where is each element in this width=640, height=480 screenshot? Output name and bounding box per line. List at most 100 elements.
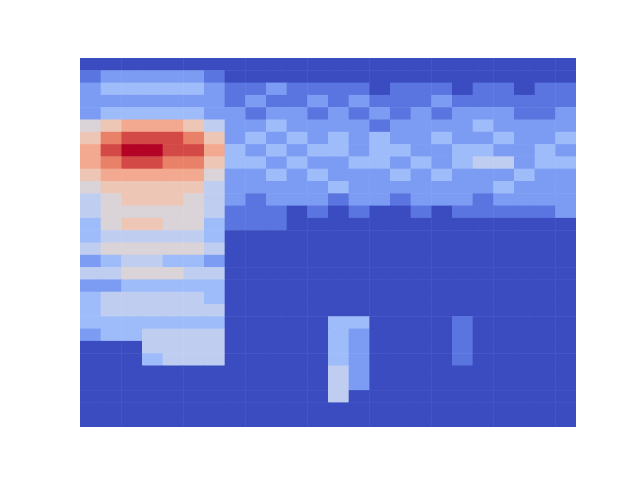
heatmap-cell xyxy=(390,58,411,71)
heatmap-cell xyxy=(307,156,328,169)
heatmap-cell xyxy=(493,255,514,268)
heatmap-cell xyxy=(80,366,101,379)
heatmap-cell xyxy=(514,83,535,96)
heatmap-cell xyxy=(452,156,473,169)
heatmap-cell xyxy=(473,292,494,305)
heatmap-cell xyxy=(287,95,308,108)
heatmap-cell xyxy=(142,169,163,182)
heatmap-cell xyxy=(142,107,163,120)
heatmap-cell xyxy=(266,402,287,415)
heatmap-cell xyxy=(535,255,556,268)
heatmap-cell xyxy=(349,243,370,256)
heatmap-cell xyxy=(514,70,535,83)
heatmap-cell xyxy=(101,304,122,317)
heatmap-cell xyxy=(183,390,204,403)
heatmap-cell xyxy=(225,353,246,366)
heatmap-cell xyxy=(535,70,556,83)
heatmap-cell xyxy=(287,206,308,219)
heatmap-cell xyxy=(431,329,452,342)
heatmap-cell xyxy=(204,390,225,403)
heatmap-cell xyxy=(183,415,204,427)
heatmap-cell xyxy=(183,378,204,391)
heatmap-cell xyxy=(266,95,287,108)
heatmap-cell xyxy=(121,95,142,108)
heatmap-cell xyxy=(473,255,494,268)
heatmap-cell xyxy=(163,366,184,379)
heatmap-cell xyxy=(101,107,122,120)
heatmap-cell xyxy=(411,230,432,243)
heatmap-cell xyxy=(328,206,349,219)
heatmap-cell xyxy=(266,230,287,243)
heatmap-cell xyxy=(411,267,432,280)
heatmap-cell xyxy=(452,378,473,391)
heatmap-cell xyxy=(204,267,225,280)
heatmap-cell xyxy=(204,292,225,305)
heatmap-cell xyxy=(204,120,225,133)
heatmap-cell xyxy=(101,316,122,329)
heatmap-cell xyxy=(80,415,101,427)
heatmap-cell xyxy=(349,366,370,379)
heatmap-cell xyxy=(452,353,473,366)
heatmap-cell xyxy=(80,70,101,83)
heatmap-cell xyxy=(473,415,494,427)
heatmap-cell xyxy=(80,292,101,305)
heatmap-cell xyxy=(163,292,184,305)
heatmap-cell xyxy=(328,156,349,169)
heatmap-cell xyxy=(142,402,163,415)
heatmap-cell xyxy=(266,181,287,194)
heatmap-cell xyxy=(390,181,411,194)
heatmap-cell xyxy=(183,366,204,379)
heatmap-cell xyxy=(493,329,514,342)
heatmap-cell xyxy=(349,107,370,120)
heatmap-cell xyxy=(535,329,556,342)
heatmap-cell xyxy=(493,279,514,292)
heatmap-cell xyxy=(328,316,349,329)
heatmap-cell xyxy=(225,95,246,108)
heatmap-cell xyxy=(142,181,163,194)
heatmap-cell xyxy=(287,144,308,157)
heatmap-cell xyxy=(390,279,411,292)
heatmap-cell xyxy=(514,107,535,120)
heatmap-cell xyxy=(452,243,473,256)
heatmap-cell xyxy=(390,390,411,403)
heatmap-cell xyxy=(411,255,432,268)
heatmap-cell xyxy=(245,415,266,427)
heatmap-cell xyxy=(390,255,411,268)
heatmap-cell xyxy=(390,144,411,157)
heatmap-cell xyxy=(266,169,287,182)
heatmap-cell xyxy=(349,83,370,96)
heatmap-cell xyxy=(101,218,122,231)
heatmap-cell xyxy=(163,181,184,194)
heatmap-cell xyxy=(183,316,204,329)
heatmap-cell xyxy=(349,206,370,219)
heatmap-cell xyxy=(493,206,514,219)
heatmap-cell xyxy=(328,95,349,108)
heatmap-cell xyxy=(142,120,163,133)
heatmap-cell xyxy=(349,279,370,292)
heatmap-cell xyxy=(328,120,349,133)
heatmap-cell xyxy=(473,107,494,120)
heatmap-cell xyxy=(390,95,411,108)
heatmap-cell xyxy=(163,390,184,403)
heatmap-cell xyxy=(245,95,266,108)
heatmap-cell xyxy=(266,70,287,83)
heatmap-cell xyxy=(163,58,184,71)
heatmap-cell xyxy=(101,415,122,427)
heatmap-cell xyxy=(266,58,287,71)
heatmap-cell xyxy=(555,58,576,71)
heatmap-cell xyxy=(535,304,556,317)
heatmap-cell xyxy=(411,169,432,182)
heatmap-cell xyxy=(369,267,390,280)
heatmap-cell xyxy=(452,341,473,354)
heatmap-cell xyxy=(369,58,390,71)
heatmap-cell xyxy=(535,132,556,145)
heatmap-cell xyxy=(369,132,390,145)
heatmap-cell xyxy=(142,390,163,403)
heatmap-cell xyxy=(493,144,514,157)
heatmap-cell xyxy=(369,366,390,379)
heatmap-cell xyxy=(473,316,494,329)
heatmap-cell xyxy=(411,144,432,157)
heatmap-cell xyxy=(349,329,370,342)
heatmap-cell xyxy=(369,378,390,391)
heatmap-cell xyxy=(473,169,494,182)
